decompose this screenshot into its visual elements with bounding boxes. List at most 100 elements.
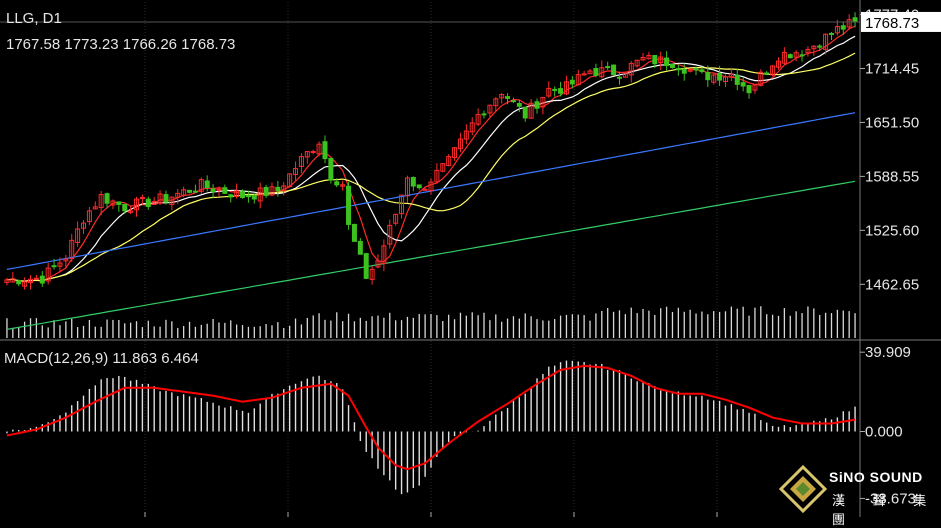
candle-body <box>446 156 452 166</box>
candle-body <box>75 228 81 244</box>
macd-signal <box>6 364 856 471</box>
candle-body <box>722 76 728 83</box>
candle-body <box>740 82 746 87</box>
price-tick-label: 1525.60 <box>865 222 919 239</box>
candle-body <box>699 69 705 73</box>
candle-body <box>216 188 222 191</box>
candle-body <box>522 106 528 119</box>
candle-body <box>234 190 240 197</box>
candle-body <box>634 59 640 67</box>
candle-body <box>346 185 352 225</box>
candle-body <box>616 76 622 79</box>
candle-body <box>587 70 593 75</box>
ma-20-line <box>6 52 856 282</box>
candle-body <box>228 194 234 198</box>
candle-body <box>139 197 145 200</box>
macd-label: MACD(12,26,9) 11.863 6.464 <box>4 350 199 367</box>
candle-body <box>834 26 840 34</box>
candle-body <box>151 200 157 205</box>
candle-body <box>328 157 334 181</box>
candle-body <box>793 52 799 58</box>
volume-bars <box>6 306 856 338</box>
current-price-box <box>861 11 941 32</box>
candle-body <box>646 55 652 60</box>
price-tick-label: 1462.65 <box>865 276 919 293</box>
candle-body <box>428 181 434 192</box>
candle-body <box>163 194 169 203</box>
candle-body <box>658 56 664 64</box>
candle-body <box>128 210 134 213</box>
candle-body <box>452 147 458 159</box>
macd-histogram <box>6 360 856 495</box>
candle-body <box>399 194 405 215</box>
trading-chart: 1777.401714.451651.501588.551525.601462.… <box>0 0 941 517</box>
candle-body <box>705 72 711 81</box>
candle-body <box>669 63 675 69</box>
candle-body <box>416 184 422 189</box>
candle-body <box>381 245 387 264</box>
sino-sound-logo: SiNO SOUND 漢 聲 集 團 <box>776 462 941 527</box>
candle-body <box>622 72 628 78</box>
macd-signal-line <box>6 364 856 471</box>
candle-body <box>175 192 181 198</box>
candle-body <box>257 187 263 202</box>
candle-body <box>628 62 634 76</box>
candle-body <box>422 188 428 191</box>
candle-body <box>33 277 39 280</box>
candle-body <box>463 130 469 140</box>
candle-body <box>104 193 110 204</box>
candle-body <box>357 240 363 255</box>
candle-body <box>546 87 552 97</box>
candle-body <box>752 84 758 91</box>
candle-body <box>811 45 817 50</box>
candle-body <box>734 74 740 85</box>
candle-body <box>304 151 310 158</box>
candle-body <box>69 239 75 259</box>
candle-body <box>287 173 293 188</box>
candle-body <box>457 138 463 150</box>
candle-body <box>281 185 287 192</box>
candle-body <box>505 96 511 99</box>
logo-brand: SiNO SOUND <box>829 469 923 485</box>
candle-body <box>540 97 546 108</box>
candle-body <box>134 198 140 211</box>
candle-body <box>846 19 852 28</box>
ma-120-line <box>6 180 856 330</box>
candle-body <box>640 57 646 61</box>
candle-body <box>393 213 399 224</box>
candle-body <box>823 33 829 50</box>
candle-body <box>57 262 63 267</box>
candle-body <box>799 54 805 57</box>
candle-body <box>63 258 69 262</box>
candle-body <box>687 69 693 72</box>
candle-body <box>275 186 281 192</box>
candle-body <box>817 45 823 48</box>
candle-body <box>269 186 275 196</box>
candle-body <box>828 32 834 35</box>
candle-body <box>787 54 793 59</box>
candle-body <box>764 72 770 75</box>
candle-body <box>693 68 699 71</box>
candle-body <box>581 73 587 76</box>
candle-body <box>240 191 246 198</box>
candle-body <box>758 71 764 86</box>
candle-body <box>340 184 346 187</box>
candle-body <box>92 206 98 210</box>
candle-body <box>404 177 410 197</box>
price-tick-label: 1714.45 <box>865 60 919 77</box>
candle-body <box>728 73 734 78</box>
candle-body <box>16 280 22 285</box>
candle-body <box>116 201 122 205</box>
candle-body <box>775 60 781 68</box>
macd-tick-label: -33.673 <box>865 490 916 507</box>
candle-body <box>575 74 581 86</box>
candle-body <box>98 194 104 209</box>
candle-body <box>310 151 316 154</box>
candle-body <box>222 187 228 194</box>
candle-body <box>652 55 658 65</box>
symbol-label: LLG, D1 <box>6 10 62 27</box>
candle-body <box>10 278 16 283</box>
candle-body <box>475 113 481 125</box>
candle-body <box>487 104 493 114</box>
price-axis: 1777.401714.451651.501588.551525.601462.… <box>0 7 941 507</box>
